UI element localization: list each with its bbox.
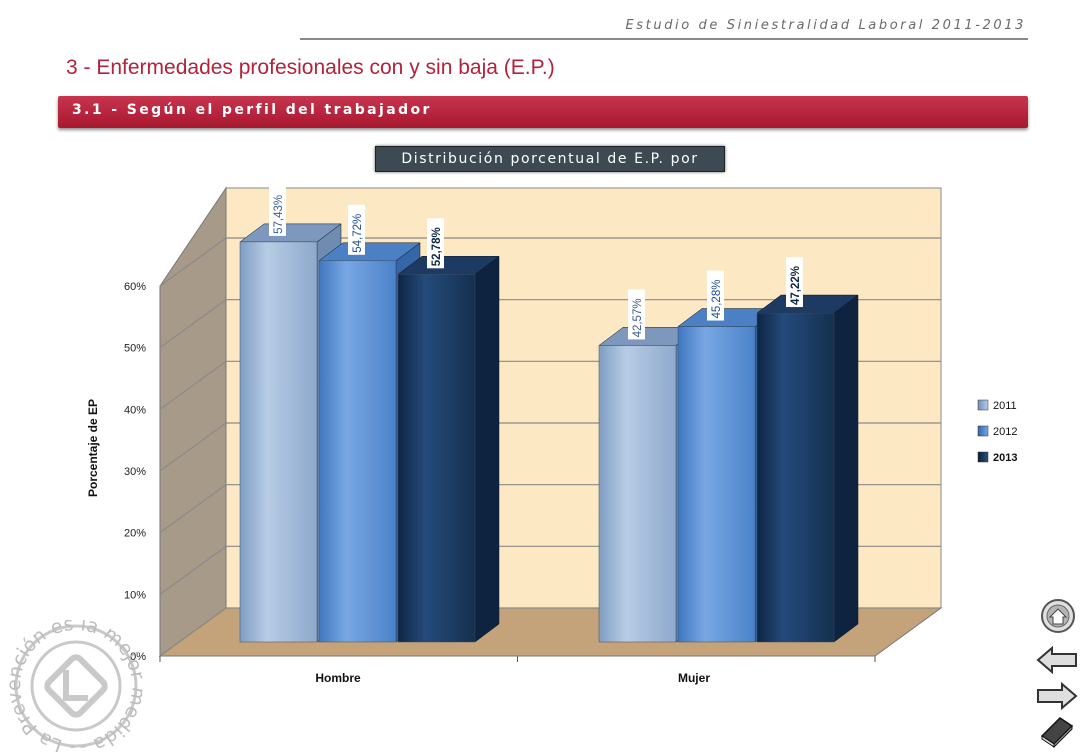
legend-label: 2013 (993, 452, 1017, 464)
gridline-side (159, 299, 227, 349)
data-label-bg (628, 289, 645, 340)
y-tick-label: 30% (124, 466, 146, 478)
bar (318, 260, 397, 643)
data-label-bg (348, 204, 365, 255)
home-button[interactable] (1040, 598, 1076, 634)
arrow-left-icon (1036, 645, 1077, 675)
section-title: 3 - Enfermedades profesionales con y sin… (66, 56, 555, 79)
data-label-bg (786, 257, 803, 308)
y-tick-label: 0% (130, 651, 146, 663)
bar (598, 345, 677, 643)
y-tick-label: 20% (124, 528, 146, 540)
x-category-label: Mujer (678, 671, 710, 685)
legend-swatch (977, 425, 989, 437)
y-tick-label: 60% (124, 281, 146, 293)
gridline-side (159, 237, 227, 287)
gridline-side (159, 545, 227, 595)
subsection-title: 3.1 - Según el perfil del trabajador (72, 102, 432, 118)
legend-swatch (977, 399, 989, 411)
data-label: 54,72% (352, 214, 364, 253)
gridline-side (159, 484, 227, 534)
y-tick-label: 40% (124, 404, 146, 416)
home-icon (1041, 599, 1075, 633)
y-tick-label: 10% (124, 589, 146, 601)
gridline-side (159, 422, 227, 472)
y-tick-label: 50% (124, 343, 146, 355)
back-button[interactable] (1036, 645, 1078, 675)
y-axis-label: Porcentaje de EP (86, 399, 100, 497)
data-label: 47,22% (790, 266, 802, 305)
side-wall (159, 186, 227, 657)
legend-label: 2011 (993, 400, 1017, 412)
bar (756, 312, 835, 643)
chart-title-box: Distribución porcentual de E.P. por géne… (375, 146, 725, 191)
legend-label: 2012 (993, 426, 1017, 438)
data-label-bg (427, 218, 444, 269)
x-category-label: Hombre (315, 671, 361, 685)
bar (397, 274, 476, 643)
forward-button[interactable] (1036, 681, 1078, 711)
gridline-side (159, 360, 227, 410)
header-divider (300, 38, 1028, 40)
legend-swatch (977, 451, 989, 463)
study-title: Estudio de Siniestralidad Laboral 2011-2… (625, 18, 1026, 33)
book-button[interactable] (1038, 714, 1076, 749)
bar-side (474, 255, 500, 643)
gridline-side (159, 607, 227, 657)
data-label: 42,57% (632, 298, 644, 337)
data-label: 45,28% (711, 280, 723, 319)
chart-title: Distribución porcentual de E.P. por géne… (401, 151, 699, 191)
data-label-bg (269, 185, 286, 236)
arrow-right-icon (1037, 681, 1078, 711)
subsection-bar: 3.1 - Según el perfil del trabajador (58, 96, 1028, 128)
data-label: 52,78% (431, 227, 443, 266)
logo-ring-text: - La Prevención es la mejor medida - (6, 620, 146, 752)
prevention-logo: - La Prevención es la mejor medida - (6, 620, 146, 752)
bar (677, 326, 756, 643)
data-label: 57,43% (273, 195, 285, 234)
book-icon (1040, 717, 1074, 749)
bar-side (833, 294, 859, 643)
data-label-bg (707, 270, 724, 321)
bar (239, 241, 318, 643)
